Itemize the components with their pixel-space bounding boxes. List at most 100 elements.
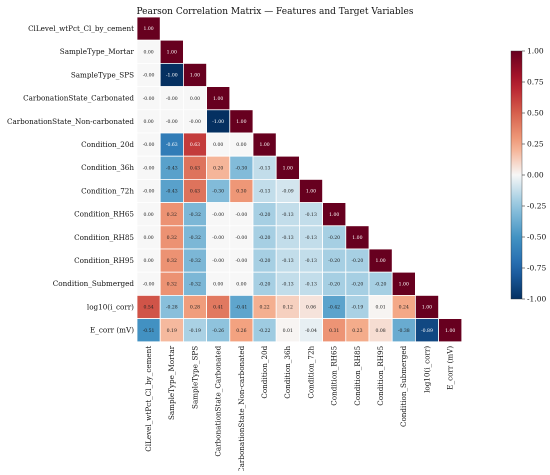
cell-value-label: 0.32: [167, 281, 177, 287]
cell-value-label: -0.00: [189, 119, 201, 125]
cell-value-label: 1.00: [259, 142, 269, 148]
column-label: ClLevel_wtPct_Cl_by_cement: [144, 346, 153, 452]
row-label: Condition_Submerged: [53, 279, 135, 288]
cell-value-label: -0.13: [282, 258, 294, 264]
cell-value-label: -0.19: [352, 305, 364, 311]
row-label: Condition_RH85: [74, 233, 134, 242]
cell-value-label: 1.00: [283, 165, 293, 171]
cell-value-label: 0.00: [143, 212, 153, 218]
colorbar-tick-label: 0.75: [527, 78, 544, 87]
cell-value-label: 1.00: [399, 281, 409, 287]
row-label: Condition_72h: [81, 186, 134, 195]
row-label: Condition_RH65: [74, 210, 134, 219]
cell-value-label: 0.43: [190, 189, 200, 195]
cell-value-label: -0.00: [143, 96, 155, 102]
cell-value-label: 0.00: [213, 281, 223, 287]
cell-value-label: 1.00: [213, 96, 223, 102]
cell-value-label: -0.20: [328, 258, 340, 264]
cell-value-label: -0.20: [328, 281, 340, 287]
cell-value-label: -0.20: [375, 281, 387, 287]
column-label: Condition_Submerged: [399, 345, 408, 427]
cell-value-label: -0.00: [212, 235, 224, 241]
cell-value-label: 1.00: [236, 119, 246, 125]
cell-value-label: 0.23: [352, 328, 362, 334]
cell-value-label: -0.30: [236, 165, 248, 171]
cell-value-label: -0.32: [189, 281, 201, 287]
cell-value-label: 0.01: [375, 305, 385, 311]
heatmap-cell: [438, 318, 463, 343]
cell-value-label: 1.00: [306, 189, 316, 195]
cell-value-label: 0.31: [329, 328, 339, 334]
cell-value-label: -0.32: [189, 258, 201, 264]
cell-value-label: 0.22: [259, 305, 269, 311]
colorbar-tick-label: 1.00: [527, 47, 544, 56]
cell-value-label: 1.00: [329, 212, 339, 218]
colorbar-tick-label: -0.25: [527, 202, 546, 211]
column-label: log10(i_corr): [422, 346, 431, 393]
colorbar-gradient: [510, 50, 523, 300]
cell-value-label: -0.00: [166, 119, 178, 125]
cell-value-label: 0.12: [283, 305, 293, 311]
row-label: Condition_RH95: [74, 256, 134, 265]
colorbar-tick-label: -1.00: [527, 295, 546, 304]
row-label: log10(i_corr): [87, 302, 134, 311]
cell-value-label: -0.20: [259, 281, 271, 287]
cell-value-label: 0.28: [190, 305, 200, 311]
cell-value-label: 1.00: [352, 235, 362, 241]
column-label: Condition_RH65: [330, 345, 339, 405]
cell-value-label: -0.00: [143, 73, 155, 79]
row-label: SampleType_Mortar: [60, 47, 135, 56]
colorbar-tick-label: -0.75: [527, 264, 546, 273]
cell-value-label: 0.00: [143, 119, 153, 125]
cell-value-label: 0.20: [213, 165, 223, 171]
cell-value-label: -0.00: [236, 235, 248, 241]
colorbar: 1.00 0.75 0.50 0.25 0.00 -0.25 -0.50 -0.75 -1.00: [510, 47, 546, 304]
cell-value-label: -0.13: [259, 189, 271, 195]
cell-value-label: -0.00: [212, 258, 224, 264]
cell-value-label: 1.00: [167, 49, 177, 55]
row-label: Condition_36h: [81, 163, 134, 172]
cell-value-label: -0.00: [143, 281, 155, 287]
cell-value-label: 0.43: [190, 165, 200, 171]
cell-value-label: 0.30: [236, 189, 246, 195]
cell-value-label: -0.51: [143, 328, 155, 334]
cell-value-label: -0.20: [352, 258, 364, 264]
column-label: SampleType_Mortar: [167, 345, 176, 420]
cell-value-label: -0.13: [305, 235, 317, 241]
cell-value-label: 0.00: [143, 258, 153, 264]
row-label: SampleType_SPS: [71, 70, 134, 79]
cell-value-label: -0.42: [328, 305, 340, 311]
column-labels: ClLevel_wtPct_Cl_by_cement SampleType_Mor…: [144, 345, 455, 473]
row-labels: ClLevel_wtPct_Cl_by_cement SampleType_Mor…: [7, 24, 135, 335]
cell-value-label: 0.32: [167, 212, 177, 218]
cell-value-label: -0.00: [143, 142, 155, 148]
cell-value-label: 0.00: [143, 235, 153, 241]
cell-value-label: -0.00: [236, 212, 248, 218]
cell-value-label: -0.22: [259, 328, 271, 334]
cell-value-label: -0.13: [282, 235, 294, 241]
cell-value-label: -0.41: [236, 305, 248, 311]
cell-value-label: -1.00: [166, 73, 178, 79]
cell-value-label: 0.19: [167, 328, 177, 334]
row-label: CarbonationState_Carbonated: [23, 94, 134, 103]
cell-value-label: 0.54: [143, 305, 153, 311]
cell-value-label: -0.43: [166, 189, 178, 195]
cell-value-label: 0.06: [306, 305, 316, 311]
cell-value-label: -0.13: [305, 212, 317, 218]
cell-value-label: -0.20: [259, 212, 271, 218]
cell-value-label: 0.26: [236, 328, 246, 334]
cell-value-label: 0.32: [167, 235, 177, 241]
cell-value-label: -0.00: [236, 258, 248, 264]
cell-value-label: -0.30: [212, 189, 224, 195]
cell-value-label: 0.00: [190, 96, 200, 102]
cell-value-label: -0.63: [166, 142, 178, 148]
cell-value-label: -0.09: [282, 189, 294, 195]
cell-value-label: -0.00: [143, 189, 155, 195]
column-label: Condition_72h: [306, 345, 315, 398]
cell-value-label: 0.00: [213, 142, 223, 148]
colorbar-tick-label: 0.50: [527, 109, 544, 118]
colorbar-tick-label: -0.50: [527, 233, 546, 242]
cell-value-label: 0.00: [143, 49, 153, 55]
